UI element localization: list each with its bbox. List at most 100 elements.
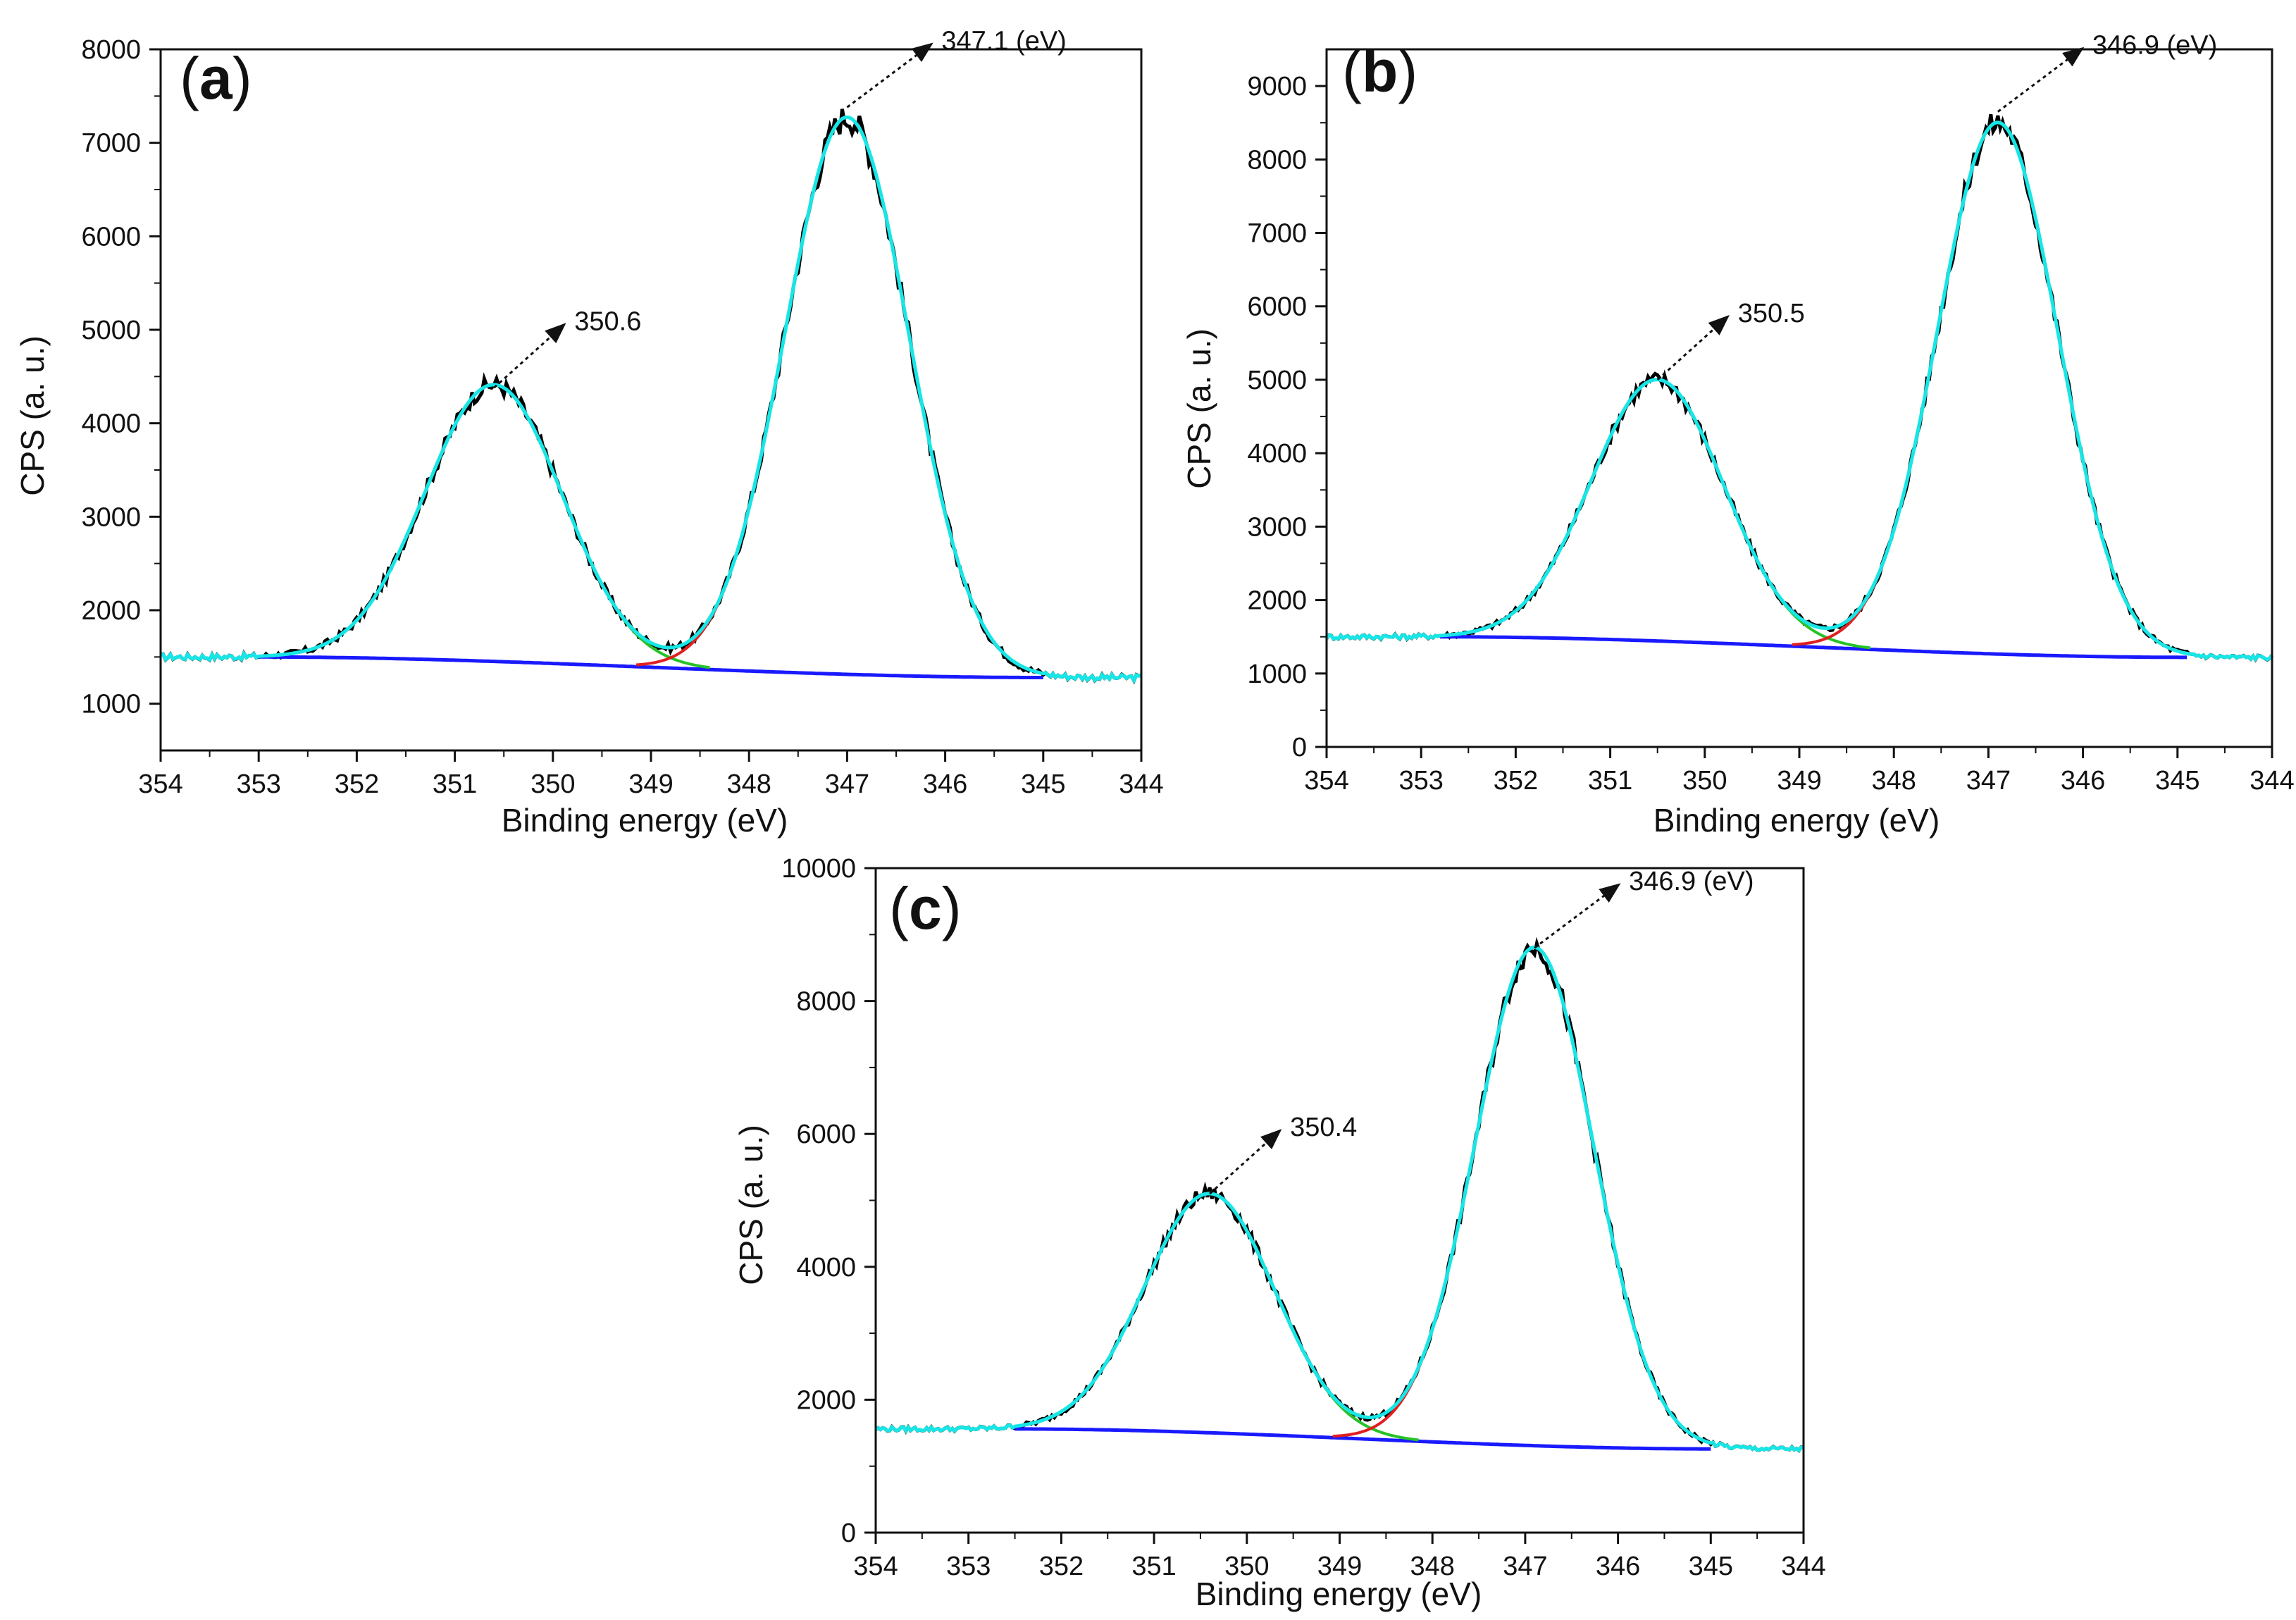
y-tick-label: 0	[1292, 733, 1307, 762]
y-tick-label: 8000	[796, 987, 856, 1017]
y-axis-title-a: CPS (a. u.)	[14, 335, 51, 496]
x-tick-label: 352	[335, 769, 379, 799]
annotation-label: 350.6	[574, 307, 641, 336]
x-tick-label: 353	[1398, 766, 1443, 796]
annotation-arrow	[1534, 883, 1621, 949]
x-tick-label: 350	[1682, 766, 1727, 796]
x-tick-label: 350	[1224, 1552, 1269, 1581]
x-tick-label: 344	[1119, 769, 1163, 799]
x-tick-label: 350	[530, 769, 575, 799]
series-a	[160, 109, 1142, 685]
annotations-b: 350.5 346.9 (eV)	[1656, 31, 2217, 381]
y-axis-title-c: CPS (a. u.)	[733, 1125, 769, 1285]
annotations-c: 350.4 346.9 (eV)	[1209, 867, 1754, 1195]
fit-envelope-line	[160, 115, 1142, 684]
x-tick-label: 344	[2250, 766, 2294, 796]
chart-panel-c: (c) Binding energy (eV) CPS (a. u.) 354 3…	[733, 854, 1826, 1612]
x-tick-label: 349	[1777, 766, 1821, 796]
raw-spectrum-line	[874, 936, 1804, 1454]
x-tick-label: 348	[1410, 1552, 1454, 1581]
y-tick-label: 1000	[81, 690, 141, 719]
y-tick-label: 3000	[1247, 512, 1307, 542]
x-tick-label: 346	[2061, 766, 2105, 796]
x-tick-label: 354	[853, 1552, 898, 1581]
annotation-arrow	[493, 323, 566, 389]
x-tick-label: 345	[1689, 1552, 1733, 1581]
plot-frame-b	[1325, 48, 2273, 748]
component-peak-2-line	[1332, 946, 1711, 1445]
x-tick-label: 351	[433, 769, 477, 799]
annotation-label: 346.9 (eV)	[1629, 867, 1754, 896]
x-tick-label: 354	[138, 769, 182, 799]
y-tick-label: 0	[841, 1519, 856, 1548]
ticks-c: 354 353 352 351 350 349 348 347 346 345 344 0 2000 40…	[781, 854, 1825, 1581]
annotation-arrow	[1656, 314, 1730, 381]
x-tick-label: 352	[1039, 1552, 1084, 1581]
chart-panel-b: (b) Binding energy (eV) CPS (a. u.) 354 3…	[1181, 31, 2295, 839]
x-tick-label: 348	[1871, 766, 1916, 796]
x-tick-label: 345	[2155, 766, 2199, 796]
annotations-a: 350.6 347.1 (eV)	[493, 26, 1067, 389]
y-tick-label: 1000	[1247, 660, 1307, 689]
annotation-label: 350.5	[1738, 299, 1805, 328]
y-tick-label: 5000	[1247, 366, 1307, 395]
x-tick-label: 353	[946, 1552, 991, 1581]
x-tick-label: 354	[1304, 766, 1348, 796]
y-tick-label: 4000	[81, 409, 141, 439]
component-peak-1-line	[1444, 378, 1870, 650]
y-tick-label: 4000	[1247, 439, 1307, 469]
x-axis-title-c: Binding energy (eV)	[1196, 1576, 1482, 1612]
annotation-arrow	[1209, 1129, 1282, 1195]
x-tick-label: 346	[1596, 1552, 1640, 1581]
y-tick-label: 8000	[81, 35, 141, 65]
y-tick-label: 2000	[1247, 586, 1307, 616]
x-tick-label: 352	[1494, 766, 1538, 796]
x-tick-label: 351	[1131, 1552, 1176, 1581]
x-axis-title-b: Binding energy (eV)	[1653, 802, 1940, 839]
chart-panel-a: (a) Binding energy (eV) CPS (a. u.) 354 3…	[14, 26, 1164, 839]
annotation-label: 350.4	[1290, 1113, 1357, 1142]
plot-frame-c	[874, 867, 1805, 1534]
y-axis-title-b: CPS (a. u.)	[1181, 328, 1217, 489]
y-tick-label: 6000	[1247, 292, 1307, 322]
component-peak-2-line	[635, 116, 1044, 675]
component-peak-2-line	[1792, 120, 2188, 655]
fit-envelope-line	[1324, 120, 2273, 662]
y-tick-label: 7000	[81, 129, 141, 159]
x-tick-label: 347	[825, 769, 869, 799]
series-c	[874, 936, 1804, 1454]
background-line	[1440, 635, 2188, 660]
x-axis-title-a: Binding energy (eV)	[502, 802, 788, 839]
y-tick-label: 6000	[796, 1120, 856, 1149]
x-tick-label: 349	[628, 769, 673, 799]
x-tick-label: 347	[1966, 766, 2011, 796]
raw-spectrum-line	[1324, 114, 2273, 663]
annotation-label: 346.9 (eV)	[2092, 31, 2217, 61]
background-line	[259, 655, 1043, 679]
y-tick-label: 5000	[81, 316, 141, 345]
y-tick-label: 6000	[81, 222, 141, 252]
y-tick-label: 8000	[1247, 145, 1307, 175]
series-b	[1324, 114, 2273, 663]
x-tick-label: 345	[1021, 769, 1065, 799]
y-tick-label: 10000	[781, 854, 856, 884]
x-tick-label: 348	[726, 769, 771, 799]
annotation-label: 347.1 (eV)	[941, 26, 1066, 56]
ticks-a: 354 353 352 351 350 349 348 347 346 345 344 1000 200…	[81, 35, 1163, 799]
x-tick-label: 347	[1503, 1552, 1547, 1581]
panel-label-b: (b)	[1342, 38, 1417, 104]
x-tick-label: 351	[1588, 766, 1632, 796]
annotation-arrow	[846, 42, 933, 109]
y-tick-label: 2000	[81, 596, 141, 626]
panel-label-c: (c)	[889, 875, 962, 941]
ticks-b: 354 353 352 351 350 349 348 347 346 345 344 0 1000 20…	[1247, 72, 2294, 796]
plot-frame-a	[159, 48, 1143, 752]
x-tick-label: 344	[1781, 1552, 1825, 1581]
y-tick-label: 2000	[796, 1385, 856, 1415]
fit-envelope-line	[874, 945, 1804, 1453]
y-tick-label: 3000	[81, 502, 141, 532]
raw-spectrum-line	[160, 109, 1142, 685]
y-tick-label: 4000	[796, 1253, 856, 1282]
x-tick-label: 353	[236, 769, 280, 799]
